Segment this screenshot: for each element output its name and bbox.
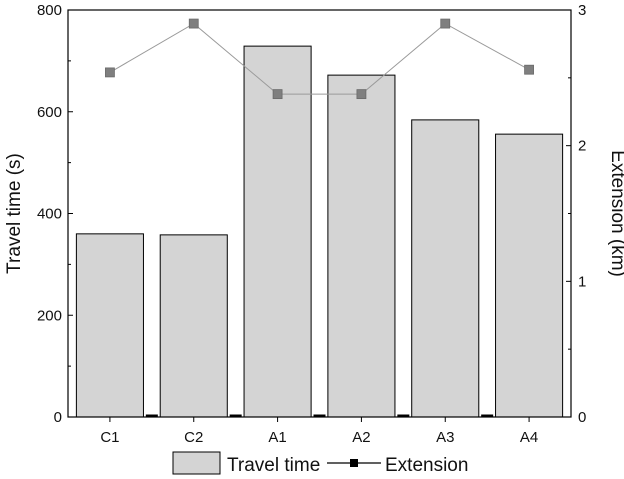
bar-a3 [411,119,480,418]
x-tick-label-a3: A3 [436,429,454,446]
y-axis-right-label: Extension (km) [607,150,624,277]
bar-a4 [495,133,564,418]
legend-label-travel-time: Travel time [227,455,320,476]
legend-swatch-extension-marker [350,459,358,467]
y-left-tick-label: 600 [37,104,62,121]
y-left-tick-label: 0 [54,409,62,426]
y-right-tick-label: 3 [578,2,586,19]
legend-label-extension: Extension [385,455,468,476]
bar-a1 [243,45,312,418]
baseline-marker [313,414,326,418]
y-left-tick-label: 400 [37,206,62,223]
x-tick-label-c2: C2 [184,429,203,446]
bars-layer [75,45,564,418]
axes-layer: 0 200 400 600 800 0 1 2 3 C1 C2 A1 A2 A3 A4 [37,2,586,446]
bar-a2 [327,74,396,418]
x-tick-label-a2: A2 [352,429,370,446]
y-left-tick-label: 200 [37,307,62,324]
legend-swatch-travel-time [172,451,221,475]
bar-c1 [75,233,144,418]
x-tick-label-a1: A1 [268,429,286,446]
extension-point-c2 [188,18,199,29]
y-right-tick-label: 0 [578,409,586,426]
x-tick-label-c1: C1 [100,429,119,446]
x-tick-label-a4: A4 [520,429,538,446]
extension-point-a1 [272,89,283,100]
extension-point-a4 [524,64,534,75]
baseline-marker [397,414,410,418]
y-left-tick-label: 800 [37,2,62,19]
y-right-tick-label: 1 [578,273,586,290]
y-right-tick-label: 2 [578,138,586,155]
legend: Travel time Extension [172,451,468,476]
y-axis-left-label: Travel time (s) [4,153,25,274]
extension-line-layer [105,18,534,100]
extension-point-c1 [105,67,115,78]
extension-point-a3 [440,18,451,29]
extension-line [109,22,530,95]
baseline-marker [145,414,158,418]
extension-point-a2 [356,89,367,100]
bar-c2 [159,234,228,418]
baseline-marker [229,414,242,418]
baseline-marker [481,414,494,418]
